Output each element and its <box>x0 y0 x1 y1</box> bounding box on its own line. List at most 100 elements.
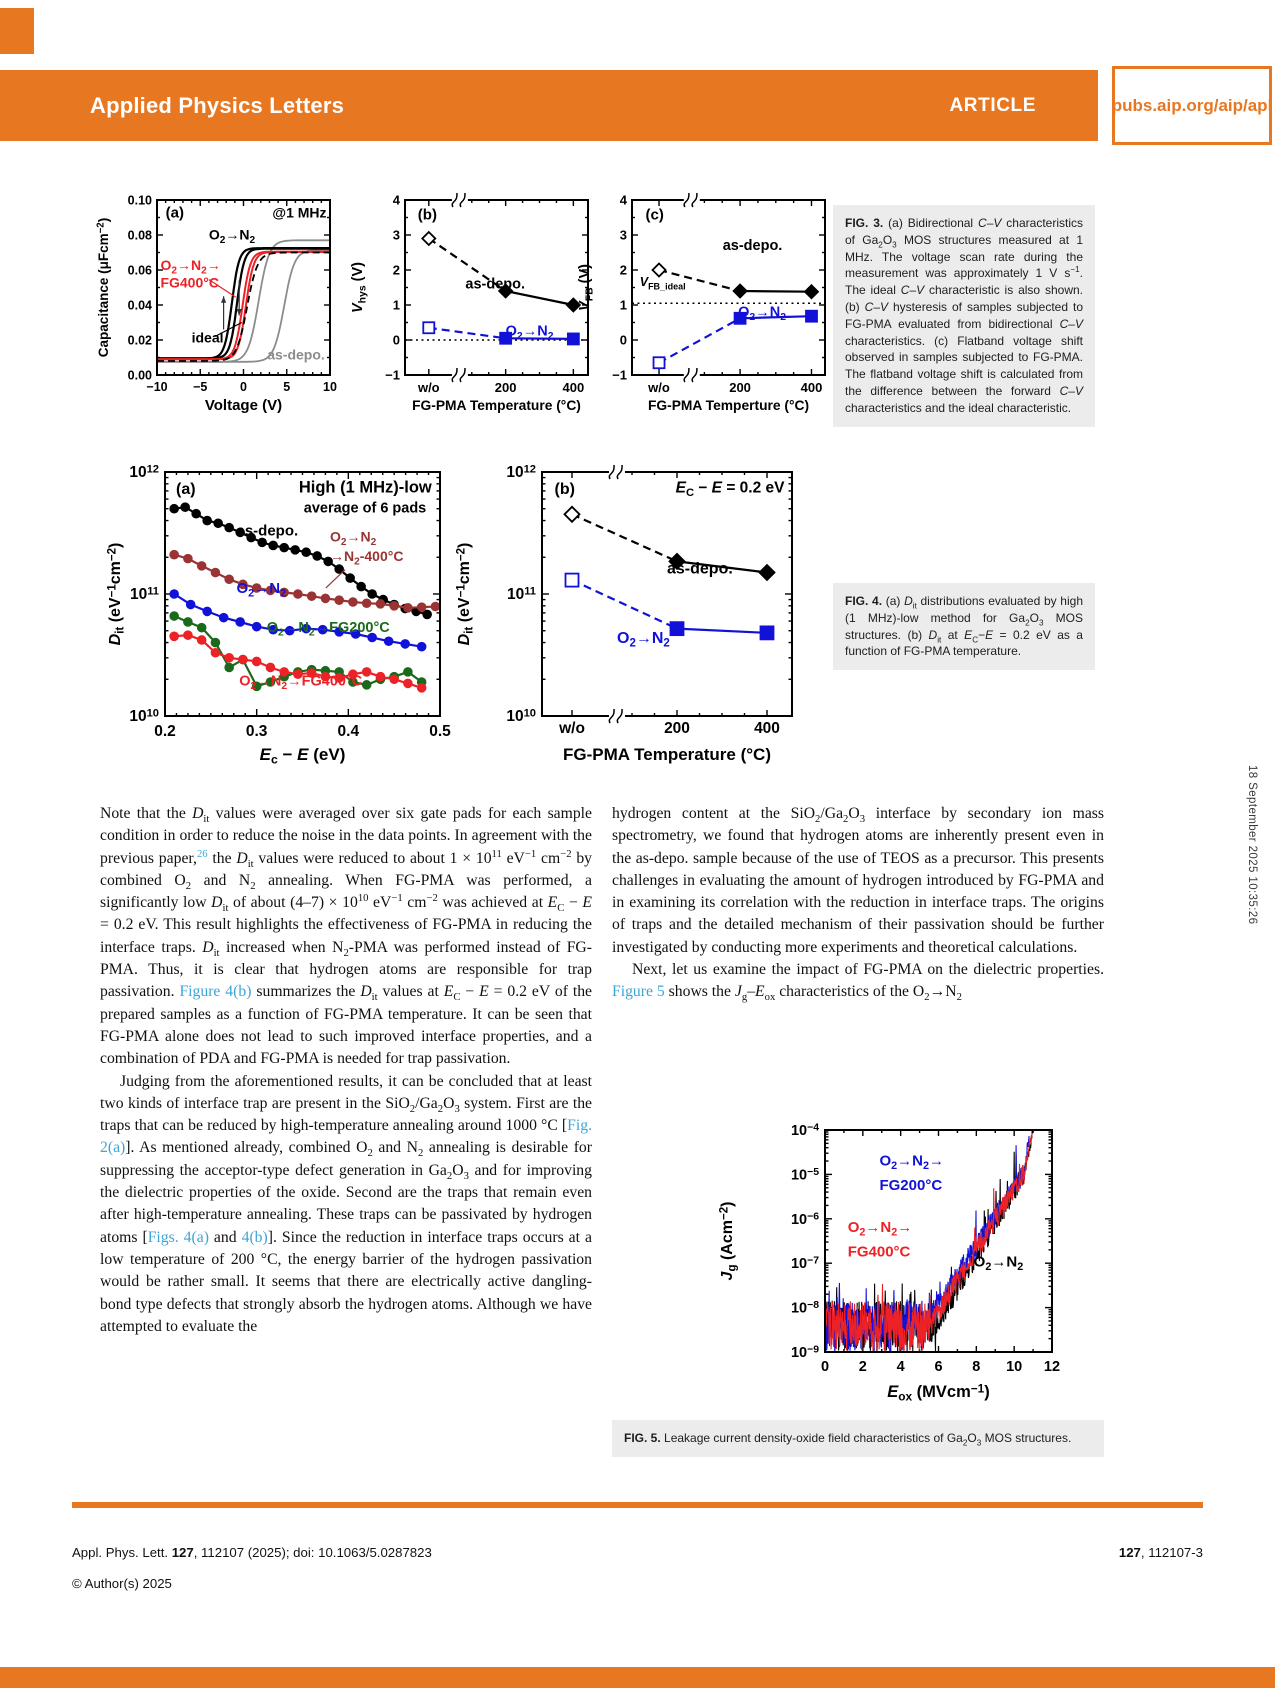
svg-text:VFB_ideal: VFB_ideal <box>640 275 686 292</box>
svg-text:4: 4 <box>620 193 628 208</box>
svg-text:400: 400 <box>801 380 823 395</box>
svg-text:2: 2 <box>620 263 627 278</box>
svg-text:200: 200 <box>664 720 690 737</box>
svg-text:−1: −1 <box>385 368 400 383</box>
body-left-column: Note that the Dit values were averaged o… <box>100 803 592 1338</box>
fig5-caption-text: Leakage current density-oxide field char… <box>664 1431 1072 1448</box>
fig5-leakage-chart: 0 2 4 6 8 10 12 10−4 10−5 10−6 10−7 10−8 10−9 Eox (MV… <box>719 1123 1061 1404</box>
svg-text:FG400°C: FG400°C <box>848 1244 911 1261</box>
body-paragraph: Note that the Dit values were averaged o… <box>100 805 593 1068</box>
journal-title: Applied Physics Letters <box>90 92 345 118</box>
svg-text:O2→N2→: O2→N2→ <box>848 1219 913 1239</box>
svg-text:as-depo.: as-depo. <box>667 560 733 577</box>
svg-text:0.2: 0.2 <box>154 723 176 740</box>
svg-text:0.4: 0.4 <box>338 723 360 740</box>
svg-text:0: 0 <box>240 380 247 394</box>
footer-citation: Appl. Phys. Lett. 127, 112107 (2025); do… <box>72 1545 432 1560</box>
svg-text:as-depo.: as-depo. <box>237 522 299 539</box>
svg-text:ideal: ideal <box>192 330 224 346</box>
svg-text:0.10: 0.10 <box>128 194 152 208</box>
fig4-caption-label: FIG. 4. <box>845 594 883 608</box>
top-left-accent-block <box>0 8 34 54</box>
fig3a-cv-chart: −10 −5 0 5 10 0.00 0.02 0.04 0.06 0.08 0.10 Voltage… <box>96 194 337 415</box>
figure-link[interactable]: Fig. 2(a) <box>100 1117 592 1157</box>
header-bar: Applied Physics Letters ARTICLE <box>0 70 1098 141</box>
svg-text:10: 10 <box>1006 1359 1022 1375</box>
reference-link[interactable]: 26 <box>196 847 208 860</box>
figure-link[interactable]: Figure 5 <box>612 983 665 1001</box>
svg-text:(b): (b) <box>418 206 437 223</box>
svg-text:→N2-400°C: →N2-400°C <box>330 548 403 568</box>
svg-text:average of 6 pads: average of 6 pads <box>304 500 427 516</box>
svg-text:O2→N2: O2→N2 <box>506 324 554 343</box>
svg-text:0.3: 0.3 <box>246 723 268 740</box>
svg-text:5: 5 <box>283 380 290 394</box>
svg-text:(b): (b) <box>555 481 575 498</box>
svg-text:@1 MHz: @1 MHz <box>272 205 326 221</box>
svg-text:3: 3 <box>620 228 627 243</box>
svg-text:4: 4 <box>897 1359 905 1375</box>
svg-text:10−8: 10−8 <box>791 1300 819 1317</box>
footer-copyright: © Author(s) 2025 <box>72 1576 172 1591</box>
fig3-caption-label: FIG. 3. <box>845 216 884 230</box>
fig4b-dit-temperature-chart: w/o 200 400 1010 1011 1012 FG-PMA Temperature … <box>456 464 793 764</box>
svg-text:8: 8 <box>972 1359 980 1375</box>
body-paragraph: Judging from the aforementioned results,… <box>100 1072 593 1335</box>
svg-text:as-depo.: as-depo. <box>723 238 783 254</box>
svg-text:2: 2 <box>393 263 400 278</box>
svg-text:0.04: 0.04 <box>128 299 152 313</box>
svg-text:O2→N2: O2→N2 <box>974 1254 1024 1274</box>
body-paragraph: Next, let us examine the impact of FG-PM… <box>612 961 1104 1004</box>
fig5-caption: FIG. 5. Leakage current density-oxide fi… <box>612 1420 1104 1457</box>
svg-text:10−7: 10−7 <box>791 1256 819 1273</box>
svg-text:O2→N2→: O2→N2→ <box>160 257 220 277</box>
svg-text:FG400°C: FG400°C <box>160 275 219 291</box>
svg-text:1010: 1010 <box>129 708 159 726</box>
fig3-caption-text: (a) Bidirectional C–V characteristics of… <box>845 216 1084 415</box>
svg-text:FG200°C: FG200°C <box>879 1177 942 1194</box>
svg-text:0.00: 0.00 <box>128 369 152 383</box>
svg-text:4: 4 <box>393 193 401 208</box>
fig4-caption: FIG. 4. (a) Dit distributions evaluated … <box>833 583 1095 671</box>
journal-url-box: pubs.aip.org/aip/apl <box>1112 66 1272 145</box>
svg-text:as-depo.: as-depo. <box>465 276 525 292</box>
journal-url-link[interactable]: pubs.aip.org/aip/apl <box>1111 95 1273 115</box>
svg-text:10−4: 10−4 <box>791 1123 819 1140</box>
svg-text:O2→N2: O2→N2 <box>209 226 256 246</box>
svg-text:VFB (V): VFB (V) <box>577 264 596 311</box>
svg-text:0: 0 <box>393 333 400 348</box>
svg-text:1012: 1012 <box>506 464 536 482</box>
svg-text:(c): (c) <box>646 206 664 223</box>
svg-text:w/o: w/o <box>558 720 585 737</box>
svg-text:200: 200 <box>729 380 751 395</box>
svg-text:0: 0 <box>821 1359 829 1375</box>
svg-text:O2→N2→: O2→N2→ <box>879 1153 944 1173</box>
svg-text:0.5: 0.5 <box>429 723 451 740</box>
svg-text:O2→N2: O2→N2 <box>617 630 670 650</box>
svg-text:1: 1 <box>620 298 627 313</box>
svg-text:w/o: w/o <box>647 380 670 395</box>
svg-text:O2→N2→FG200°C: O2→N2→FG200°C <box>267 620 391 639</box>
article-type-badge: ARTICLE <box>949 94 1036 116</box>
svg-text:Voltage (V): Voltage (V) <box>205 397 282 414</box>
svg-text:2: 2 <box>859 1359 867 1375</box>
body-right-column: hydrogen content at the SiO2/Ga2O3 inter… <box>612 803 1104 1004</box>
svg-text:O2→N2: O2→N2 <box>237 580 287 600</box>
svg-text:O2→N2→FG400°C: O2→N2→FG400°C <box>239 674 363 693</box>
fig4a-dit-chart: 0.2 0.3 0.4 0.5 1010 1011 1012 Ec − E (eV) Dit (… <box>107 464 452 767</box>
svg-text:0: 0 <box>620 333 627 348</box>
svg-text:High (1 MHz)-low: High (1 MHz)-low <box>299 479 432 497</box>
svg-text:0.02: 0.02 <box>128 334 152 348</box>
svg-text:EC − E = 0.2 eV: EC − E = 0.2 eV <box>676 480 786 500</box>
fig5-caption-label: FIG. 5. <box>624 1431 661 1445</box>
svg-text:−1: −1 <box>612 368 627 383</box>
figure-link[interactable]: Figs. 4(a) <box>147 1228 209 1246</box>
svg-text:10: 10 <box>323 380 337 394</box>
svg-text:Dit (eV−1cm−2): Dit (eV−1cm−2) <box>456 543 476 646</box>
figure-link[interactable]: 4(b) <box>241 1228 268 1246</box>
figure-link[interactable]: Figure 4(b) <box>179 983 252 1001</box>
svg-text:1011: 1011 <box>507 586 536 604</box>
svg-text:3: 3 <box>393 228 400 243</box>
svg-text:as-depo.: as-depo. <box>267 346 325 362</box>
